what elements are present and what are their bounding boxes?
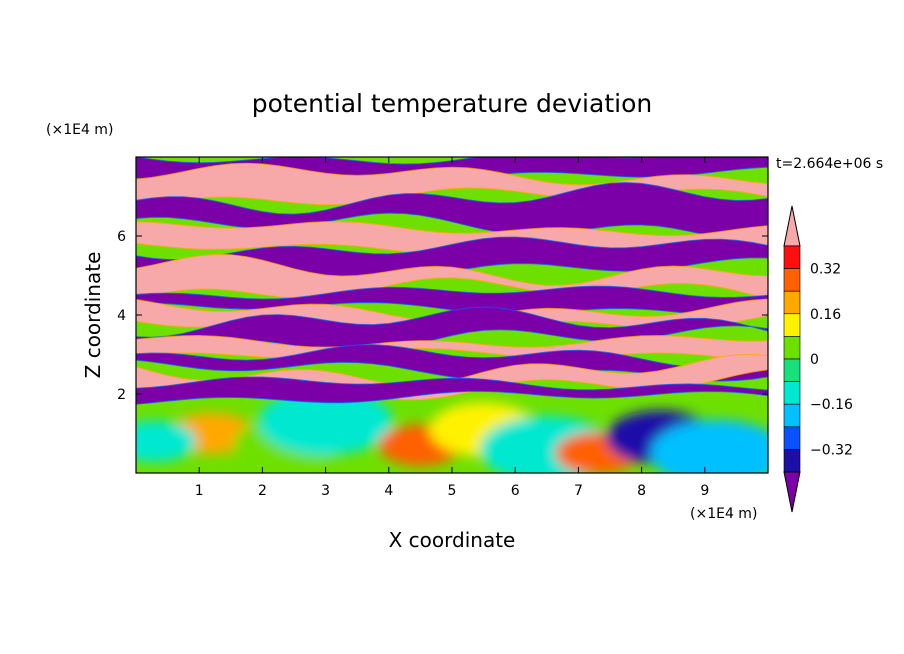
x-axis: 1 2 3 4 5 6 7 8 9 (195, 157, 709, 499)
x-tick-label: 3 (321, 483, 330, 499)
deviation-band (136, 299, 768, 335)
y-tick-label: 2 (117, 387, 126, 403)
colorbar-tick-label: 0.32 (810, 262, 841, 278)
colorbar-box (783, 403, 801, 428)
band-edge (136, 162, 768, 208)
colorbar-box (783, 381, 801, 405)
y-unit-label: (×1E4 m) (46, 122, 113, 138)
band-edge (136, 285, 768, 318)
colorbar-box (783, 426, 801, 450)
chart-title: potential temperature deviation (252, 89, 652, 118)
lower-turbulence (136, 388, 768, 473)
band-edge (136, 220, 768, 256)
colorbar-tick-label: 0.16 (810, 307, 841, 323)
x-tick-label: 5 (448, 483, 457, 499)
lower-blob (136, 420, 197, 463)
colorbar: 0.32 0.16 0 −0.16 −0.32 (783, 205, 853, 513)
colorbar-extend-max (783, 205, 801, 247)
x-tick-label: 1 (195, 483, 204, 499)
x-tick-label: 2 (258, 483, 267, 499)
y-axis: 2 4 6 (117, 229, 768, 403)
colorbar-box (783, 245, 801, 269)
x-tick-label: 6 (511, 483, 520, 499)
colorbar-box (783, 313, 801, 337)
x-tick-label: 4 (384, 483, 393, 499)
band-edge (136, 376, 768, 405)
colorbar-tick-label: −0.32 (810, 442, 853, 458)
deviation-band (136, 307, 768, 355)
x-tick-label: 7 (574, 483, 583, 499)
deviation-band (136, 221, 768, 256)
colorbar-box (783, 290, 801, 315)
time-label: t=2.664e+06 s (776, 156, 883, 172)
lower-blob (650, 419, 768, 473)
y-tick-label: 6 (117, 229, 126, 245)
lower-blob (258, 388, 393, 456)
colorbar-tick-label: −0.16 (810, 397, 853, 413)
x-axis-label: X coordinate (389, 528, 516, 552)
colorbar-extend-min (783, 471, 801, 513)
x-tick-label: 8 (637, 483, 646, 499)
y-tick-label: 4 (117, 308, 126, 324)
deviation-band (136, 182, 768, 245)
deviation-band (136, 286, 768, 317)
deviation-band (136, 344, 768, 381)
band-edge (136, 181, 768, 245)
heatmap-field (136, 157, 768, 473)
colorbar-box (783, 336, 801, 360)
band-edge (136, 344, 768, 382)
colorbar-tick-label: 0 (810, 352, 819, 368)
colorbar-box (783, 268, 801, 292)
colorbar-box (783, 449, 801, 473)
y-axis-label: Z coordinate (81, 252, 105, 379)
x-unit-label: (×1E4 m) (690, 506, 757, 522)
x-tick-label: 9 (700, 483, 709, 499)
colorbar-box (783, 358, 801, 382)
